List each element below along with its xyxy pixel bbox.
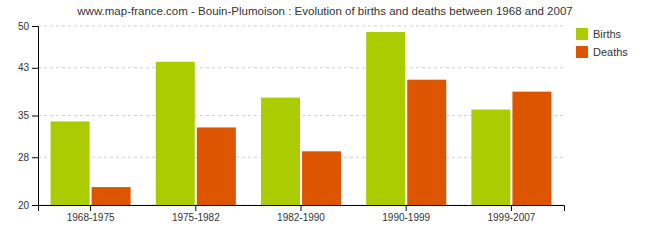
x-tick-mark xyxy=(511,205,512,211)
legend-item: Deaths xyxy=(576,46,628,58)
y-tick-label: 20 xyxy=(18,200,30,211)
y-tick: 20 xyxy=(18,200,38,211)
y-tick: 50 xyxy=(18,21,38,32)
bar xyxy=(302,151,341,205)
legend-label: Births xyxy=(593,28,622,40)
y-axis-line xyxy=(32,27,39,206)
y-axis: 20 28 35 43 50 xyxy=(18,21,39,211)
title: www.map-france.com - Bouin-Plumoison : E… xyxy=(76,5,572,17)
x-tick-label: 1990-1999 xyxy=(382,212,430,223)
bar xyxy=(156,62,195,205)
x-tick-mark xyxy=(195,205,196,211)
x-tick: 1999-2007 xyxy=(487,205,535,223)
y-tick-label: 50 xyxy=(18,21,30,32)
y-tick-mark xyxy=(32,205,38,206)
x-tick-label: 1968-1975 xyxy=(67,212,115,223)
x-tick: 1982-1990 xyxy=(277,205,325,223)
y-tick: 28 xyxy=(18,152,38,163)
y-tick-mark xyxy=(32,116,38,117)
bar xyxy=(197,127,236,205)
x-tick: 1990-1999 xyxy=(382,205,430,223)
y-tick: 43 xyxy=(18,62,38,73)
legend-label: Deaths xyxy=(593,46,628,58)
y-tick: 35 xyxy=(18,110,38,121)
bar-series xyxy=(92,80,552,205)
bar xyxy=(471,110,510,205)
x-tick-mark xyxy=(90,205,91,211)
x-tick-label: 1999-2007 xyxy=(487,212,535,223)
y-tick-label: 35 xyxy=(18,110,30,121)
y-tick-mark xyxy=(32,157,38,158)
y-tick-label: 43 xyxy=(18,62,30,73)
bar xyxy=(512,92,551,205)
bars xyxy=(51,32,552,205)
plot: 1968-1975 1975-1982 1982-1990 1990-1999 1999… xyxy=(18,21,565,229)
legend-swatch xyxy=(576,28,588,40)
grid-line xyxy=(38,26,564,27)
y-tick-mark xyxy=(32,68,38,69)
x-axis: 1968-1975 1975-1982 1982-1990 1990-1999 1999… xyxy=(39,205,565,223)
chart-container: www.map-france.com - Bouin-Plumoison : E… xyxy=(0,0,650,229)
x-axis-line xyxy=(39,206,565,212)
bar-series xyxy=(51,32,511,205)
x-tick-label: 1975-1982 xyxy=(172,212,220,223)
legend-item: Births xyxy=(576,28,622,40)
y-tick-label: 28 xyxy=(18,152,30,163)
bar xyxy=(407,80,446,205)
bar xyxy=(366,32,405,205)
bar xyxy=(92,187,131,205)
x-tick-mark xyxy=(301,205,302,211)
grid-line xyxy=(38,67,564,68)
bar xyxy=(51,121,90,205)
chart-svg: www.map-france.com - Bouin-Plumoison : E… xyxy=(0,0,650,229)
x-tick: 1975-1982 xyxy=(172,205,220,223)
legend: Births Deaths xyxy=(576,28,628,58)
bar xyxy=(261,98,300,205)
x-tick: 1968-1975 xyxy=(67,205,115,223)
legend-swatch xyxy=(576,46,588,58)
x-tick-mark xyxy=(406,205,407,211)
y-tick-mark xyxy=(32,26,38,27)
x-tick-label: 1982-1990 xyxy=(277,212,325,223)
